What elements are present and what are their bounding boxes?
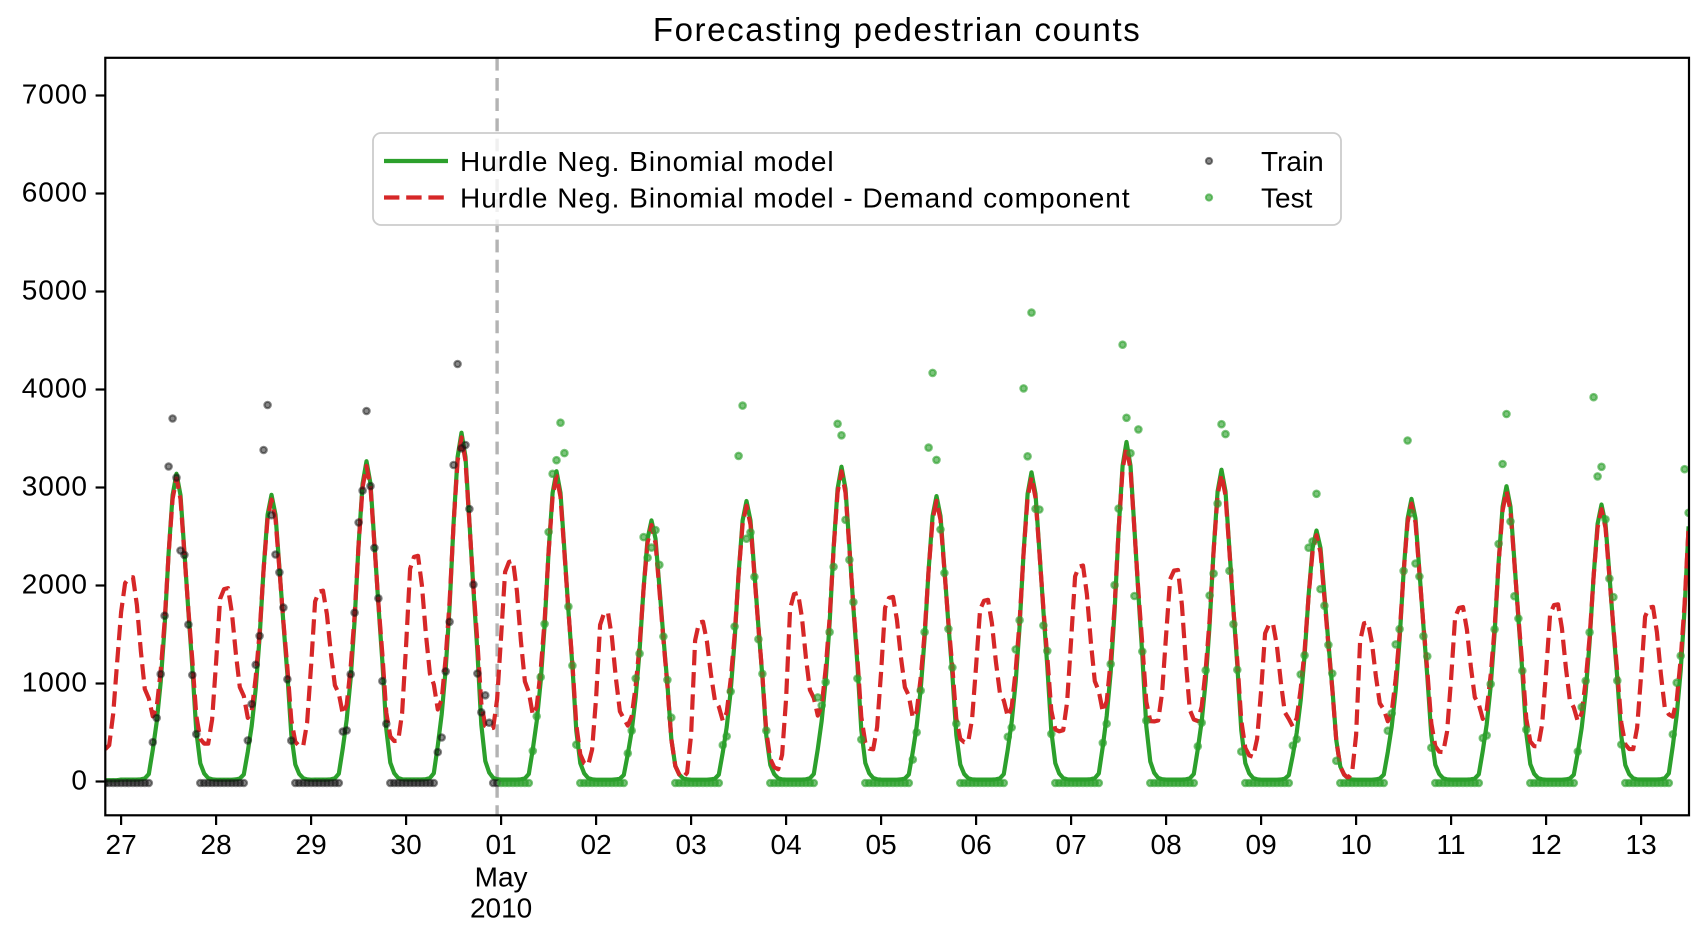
svg-text:04: 04 (771, 829, 802, 860)
svg-text:05: 05 (866, 829, 897, 860)
svg-text:4000: 4000 (22, 373, 88, 404)
svg-text:03: 03 (676, 829, 707, 860)
svg-text:2000: 2000 (22, 569, 88, 600)
svg-text:0: 0 (71, 765, 88, 796)
svg-text:7000: 7000 (22, 79, 88, 110)
svg-text:2010: 2010 (470, 893, 532, 924)
svg-text:Test: Test (1261, 183, 1313, 214)
svg-text:5000: 5000 (22, 275, 88, 306)
svg-text:Hurdle Neg. Binomial model: Hurdle Neg. Binomial model (460, 146, 835, 177)
svg-text:12: 12 (1531, 829, 1562, 860)
svg-text:08: 08 (1151, 829, 1182, 860)
svg-text:29: 29 (296, 829, 327, 860)
svg-text:10: 10 (1341, 829, 1372, 860)
svg-text:06: 06 (961, 829, 992, 860)
svg-text:Hurdle Neg. Binomial model - D: Hurdle Neg. Binomial model - Demand comp… (460, 183, 1131, 214)
svg-text:27: 27 (106, 829, 137, 860)
svg-text:Train: Train (1261, 146, 1324, 177)
svg-text:11: 11 (1437, 829, 1466, 860)
svg-text:Forecasting pedestrian counts: Forecasting pedestrian counts (653, 11, 1141, 48)
svg-text:13: 13 (1626, 829, 1657, 860)
svg-text:3000: 3000 (22, 471, 88, 502)
svg-text:02: 02 (581, 829, 612, 860)
svg-text:01: 01 (486, 829, 517, 860)
svg-text:09: 09 (1246, 829, 1277, 860)
svg-text:28: 28 (201, 829, 232, 860)
svg-text:30: 30 (391, 829, 422, 860)
svg-text:May: May (475, 862, 528, 893)
svg-text:07: 07 (1056, 829, 1087, 860)
svg-text:6000: 6000 (22, 177, 88, 208)
svg-text:1000: 1000 (22, 667, 88, 698)
